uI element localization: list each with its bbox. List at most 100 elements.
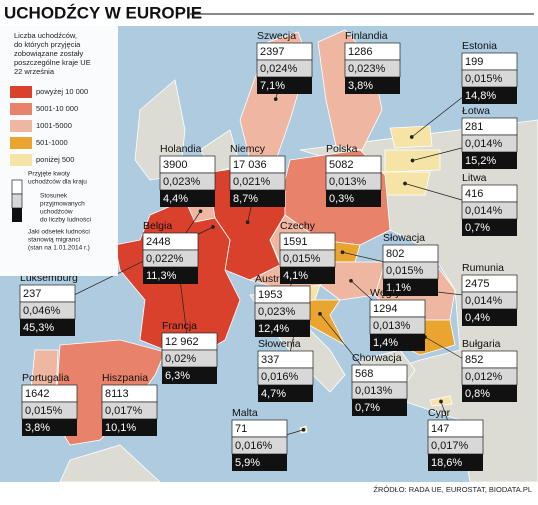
leader-dot	[198, 209, 203, 214]
country-name: Polska	[326, 143, 358, 155]
legend-label: 5001-10 000	[36, 104, 78, 113]
country-name: Francja	[162, 320, 197, 332]
country-box: Chorwacja 568 0,013% 0,7%	[351, 352, 408, 416]
ratio: 0,016%	[235, 440, 273, 452]
ratio: 0,013%	[373, 320, 411, 332]
country-box: Szwecja 2397 0,024% 7,1%	[256, 30, 313, 94]
legend-swatch	[10, 103, 32, 115]
country-box: Cypr 147 0,017% 18,6%	[427, 407, 484, 471]
migrants-cell	[352, 399, 407, 416]
ratio: 0,02%	[165, 353, 196, 365]
refugees: 2448	[146, 236, 170, 248]
country-box: Łotwa 281 0,014% 15,2%	[461, 105, 518, 169]
migrants: 4,4%	[163, 193, 188, 205]
refugees: 199	[465, 56, 483, 68]
refugees: 3900	[163, 159, 187, 171]
ratio: 0,013%	[329, 176, 367, 188]
legend-description: 22 września	[14, 67, 55, 76]
country-box: Holandia 3900 0,023% 4,4%	[159, 143, 216, 207]
refugees: 147	[431, 423, 449, 435]
migrants-cell	[143, 267, 198, 284]
legend-note: Stosunek	[40, 193, 68, 200]
migrants: 0,8%	[465, 388, 490, 400]
migrants: 1,4%	[373, 337, 398, 349]
migrants-cell	[462, 87, 517, 104]
country-name: Czechy	[280, 220, 316, 232]
legend-swatch	[10, 86, 32, 98]
leader-dot	[349, 278, 353, 283]
legend-swatch	[10, 154, 32, 166]
migrants-cell	[280, 267, 335, 284]
country-name: Chorwacja	[352, 352, 402, 364]
legend-box-mid	[11, 193, 23, 209]
migrants-cell	[22, 419, 77, 436]
migrants: 10,1%	[105, 422, 136, 434]
country-name: Holandia	[160, 143, 202, 155]
legend-note: (stan na 1.01.2014 r.)	[28, 245, 90, 252]
migrants-cell	[230, 190, 285, 207]
migrants-cell	[255, 320, 310, 337]
country-name: Niemcy	[230, 143, 266, 155]
legend-label: 1001-5000	[36, 121, 72, 130]
ratio: 0,022%	[146, 253, 184, 265]
migrants-cell	[20, 319, 75, 336]
leader-dot	[211, 225, 215, 229]
legend-note: Jaki odsetek ludności	[28, 229, 90, 236]
ratio: 0,017%	[105, 405, 143, 417]
ratio: 0,015%	[25, 405, 63, 417]
source: ŹRÓDŁO: RADA UE, EUROSTAT, BIODATA.PL	[373, 485, 532, 494]
country-name: Hiszpania	[102, 372, 148, 384]
country-name: Łotwa	[462, 105, 490, 117]
country-box: Portugalia 1642 0,015% 3,8%	[21, 372, 78, 436]
refugees: 237	[23, 288, 41, 300]
migrants-cell	[232, 454, 287, 471]
leader-dot	[403, 181, 407, 186]
migrants: 3,8%	[25, 422, 50, 434]
country-name: Belgia	[143, 220, 172, 232]
leader-dot	[410, 158, 415, 163]
legend-label: poniżej 500	[36, 155, 74, 164]
migrants: 5,9%	[235, 457, 260, 469]
country-name: Estonia	[462, 40, 497, 52]
refugees: 12 962	[165, 336, 199, 348]
country-box: Estonia 199 0,015% 14,8%	[461, 40, 518, 104]
refugees: 2475	[465, 278, 489, 290]
migrants-cell	[462, 385, 517, 402]
legend-swatch	[10, 120, 32, 132]
country-name: Bułgaria	[462, 338, 501, 350]
legend-box-top	[11, 179, 23, 195]
legend-label: powyżej 10 000	[36, 87, 88, 96]
country-box: Hiszpania 8113 0,017% 10,1%	[101, 372, 158, 436]
legend-box-bot	[12, 208, 22, 222]
migrants: 18,6%	[431, 457, 462, 469]
country-box: Węgry 1294 0,013% 1,4%	[369, 287, 426, 351]
country-box: Polska 5082 0,013% 0,3%	[325, 143, 382, 207]
migrants: 7,1%	[260, 80, 285, 92]
refugees: 1294	[373, 303, 397, 315]
country-box: Bułgaria 852 0,012% 0,8%	[461, 338, 518, 402]
country-box: Malta 71 0,016% 5,9%	[231, 407, 288, 471]
country-name: Austria	[255, 273, 288, 285]
country-name: Malta	[232, 407, 258, 419]
legend-note: do liczby ludności	[40, 217, 91, 224]
country-box: Czechy 1591 0,015% 4,1%	[279, 220, 336, 284]
legend-note: uchodźców	[40, 209, 73, 216]
migrants: 14,8%	[465, 90, 496, 102]
title: UCHODŹCY W EUROPIE	[4, 3, 202, 22]
country-name: Węgry	[370, 287, 401, 299]
legend-label: 501-1000	[36, 138, 68, 147]
country-name: Cypr	[428, 407, 451, 419]
refugees: 852	[465, 354, 483, 366]
migrants: 12,4%	[258, 323, 289, 335]
legend-note: przyjmowanych	[40, 201, 85, 208]
legend-note: Przyjęte kwoty	[28, 171, 71, 178]
leader-dot	[340, 250, 345, 255]
migrants-cell	[428, 454, 483, 471]
migrants-cell	[257, 77, 312, 94]
country-boxes: Szwecja 2397 0,024% 7,1% Finlandia 1286 0,023%…	[19, 30, 518, 471]
ratio: 0,015%	[283, 253, 321, 265]
refugees: 8113	[105, 388, 129, 400]
country-box: Niemcy 17 036 0,021% 8,7%	[229, 143, 286, 207]
